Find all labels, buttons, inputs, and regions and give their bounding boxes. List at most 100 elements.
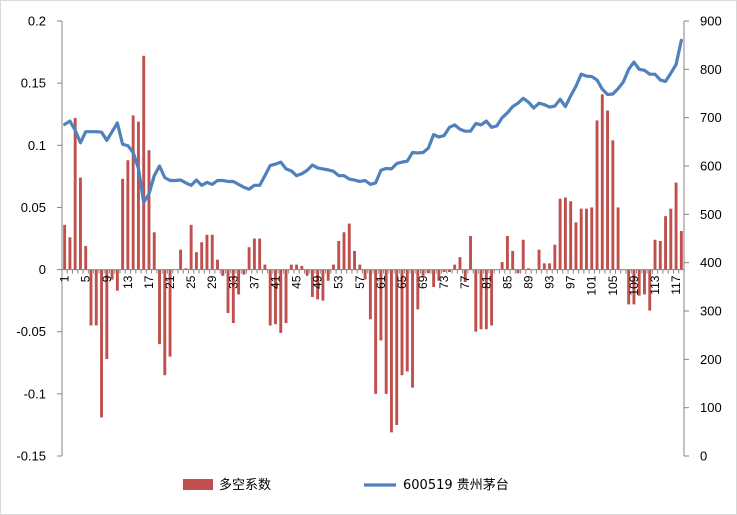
bar bbox=[289, 264, 293, 270]
bar bbox=[353, 250, 356, 270]
bar bbox=[252, 238, 256, 270]
bar bbox=[679, 231, 683, 270]
bar bbox=[179, 249, 183, 270]
bar bbox=[158, 269, 161, 345]
bar bbox=[358, 264, 362, 270]
bar bbox=[363, 269, 367, 280]
bar bbox=[579, 208, 583, 270]
left-tick-label: 0.1 bbox=[28, 138, 46, 153]
legend-bar-swatch bbox=[183, 479, 213, 490]
bar bbox=[643, 269, 646, 295]
bar bbox=[537, 249, 541, 270]
left-tick-label: 0.15 bbox=[21, 76, 46, 91]
bar bbox=[432, 269, 436, 287]
bar bbox=[637, 269, 641, 296]
bar bbox=[84, 245, 88, 270]
bar bbox=[126, 160, 130, 270]
x-tick-label: 45 bbox=[290, 275, 304, 289]
bar bbox=[374, 269, 378, 394]
bar bbox=[94, 269, 98, 326]
bar bbox=[300, 265, 304, 270]
bar bbox=[368, 269, 372, 320]
bar bbox=[310, 269, 314, 297]
bar bbox=[516, 269, 520, 274]
bar bbox=[337, 240, 341, 270]
bar bbox=[521, 239, 525, 270]
x-tick-label: 65 bbox=[395, 275, 409, 289]
bar bbox=[527, 268, 530, 270]
bar bbox=[548, 263, 552, 270]
x-tick-label: 57 bbox=[353, 275, 367, 289]
bar bbox=[384, 269, 388, 394]
bar bbox=[553, 244, 557, 270]
bar bbox=[305, 269, 309, 276]
bar bbox=[379, 269, 383, 341]
bar bbox=[500, 262, 504, 270]
line-series bbox=[63, 38, 683, 204]
left-tick-label: -0.15 bbox=[16, 449, 46, 464]
right-tick-label: 500 bbox=[700, 207, 722, 222]
x-tick-label: 5 bbox=[79, 275, 93, 282]
bar bbox=[216, 259, 219, 270]
bar bbox=[595, 120, 599, 270]
x-tick-label: 53 bbox=[332, 275, 346, 289]
x-tick-label: 97 bbox=[564, 275, 578, 289]
bar bbox=[147, 150, 151, 270]
right-tick-label: 800 bbox=[700, 62, 722, 77]
bar bbox=[73, 117, 77, 270]
x-tick-label: 41 bbox=[268, 275, 282, 289]
bar bbox=[627, 269, 631, 305]
bar bbox=[110, 269, 114, 280]
bar bbox=[332, 264, 335, 270]
right-tick-label: 300 bbox=[700, 304, 722, 319]
bar bbox=[142, 55, 146, 270]
x-tick-label: 113 bbox=[648, 275, 662, 294]
bar bbox=[632, 269, 636, 305]
bar bbox=[189, 224, 193, 270]
right-tick-label: 400 bbox=[700, 255, 722, 270]
bar bbox=[664, 216, 667, 270]
bar bbox=[152, 232, 156, 270]
bar bbox=[405, 269, 409, 372]
x-tick-label: 85 bbox=[500, 275, 514, 289]
bar bbox=[463, 269, 467, 282]
right-tick-label: 100 bbox=[700, 400, 722, 415]
bar-series bbox=[63, 55, 683, 433]
bar bbox=[131, 115, 135, 270]
bar bbox=[268, 269, 272, 326]
bar bbox=[469, 236, 472, 270]
bar bbox=[205, 234, 209, 270]
bar bbox=[221, 269, 225, 276]
bar bbox=[669, 208, 673, 270]
bar bbox=[490, 269, 494, 326]
bar bbox=[474, 269, 478, 332]
bar bbox=[648, 269, 652, 311]
bar bbox=[100, 269, 103, 418]
x-tick-label: 25 bbox=[184, 275, 198, 289]
bar bbox=[658, 240, 662, 270]
bar bbox=[447, 269, 451, 273]
bar bbox=[558, 198, 562, 270]
legend-line-label: 600519 贵州茅台 bbox=[403, 478, 509, 493]
left-tick-label: 0 bbox=[39, 262, 46, 277]
bar bbox=[484, 269, 488, 330]
x-tick-label: 117 bbox=[669, 275, 683, 294]
bar bbox=[284, 269, 288, 324]
bar bbox=[136, 121, 140, 270]
bar bbox=[295, 264, 299, 270]
x-tick-label: 29 bbox=[205, 275, 219, 289]
bar bbox=[606, 110, 610, 270]
bar bbox=[458, 257, 462, 270]
bar bbox=[184, 268, 188, 270]
x-tick-label: 93 bbox=[543, 275, 557, 289]
series-line bbox=[63, 38, 683, 204]
bar bbox=[68, 237, 72, 270]
bar bbox=[542, 263, 546, 270]
bar bbox=[194, 252, 198, 270]
x-tick-label: 77 bbox=[458, 275, 472, 289]
x-tick-label: 37 bbox=[247, 275, 261, 289]
right-tick-label: 0 bbox=[700, 449, 707, 464]
bar bbox=[237, 269, 241, 295]
bar bbox=[168, 269, 172, 357]
